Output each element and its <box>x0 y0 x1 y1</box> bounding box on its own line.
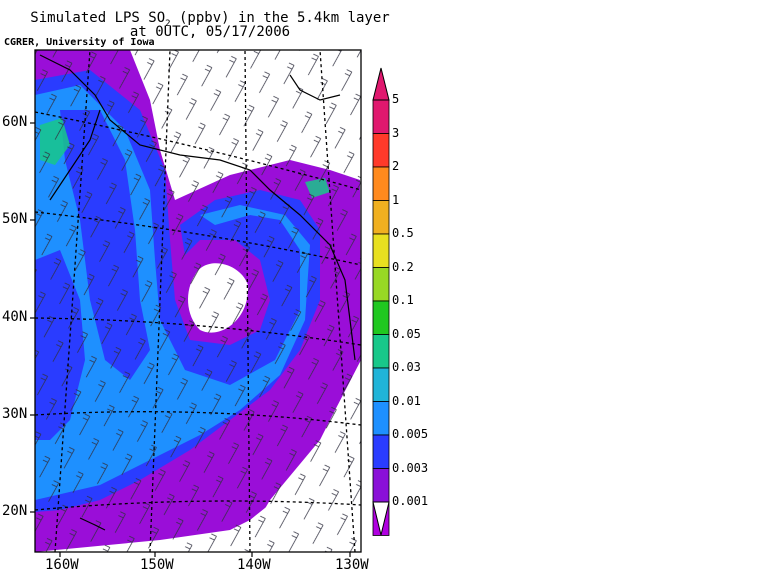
lon-label-150w: 150W <box>140 557 174 573</box>
colorbar-cell <box>372 367 390 402</box>
colorbar-level-label: 0.5 <box>392 226 414 240</box>
lon-label-130w: 130W <box>335 557 369 573</box>
colorbar-cell <box>372 434 390 469</box>
colorbar-cell <box>372 99 390 134</box>
map-subtitle: at 0UTC, 05/17/2006 <box>129 24 291 40</box>
title-prefix: Simulated LPS SO <box>30 10 166 26</box>
lon-label-140w: 140W <box>237 557 271 573</box>
colorbar-level-label: 3 <box>392 125 400 140</box>
colorbar-cell <box>372 334 390 369</box>
colorbar-level-label: 2 <box>392 159 400 173</box>
colorbar-top-arrow <box>372 67 390 101</box>
colorbar-cell <box>372 401 390 436</box>
lon-label-160w: 160W <box>45 557 79 573</box>
colorbar-cell <box>372 300 390 335</box>
colorbar-level-label: 0.01 <box>392 393 421 408</box>
colorbar-level-label: 0.05 <box>392 326 421 341</box>
lat-label-20n: 20N <box>2 503 28 519</box>
colorbar-level-label: 5 <box>392 92 400 106</box>
colorbar-level-label: 0.001 <box>392 494 429 508</box>
title-suffix: (ppbv) in the 5.4km layer <box>170 10 390 26</box>
lat-label-60n: 60N <box>2 114 28 130</box>
title-subscript: 2 <box>165 18 171 29</box>
map-title: Simulated LPS SO2 (ppbv) in the 5.4km la… <box>0 10 420 32</box>
map-frame <box>34 49 362 553</box>
lat-label-40n: 40N <box>2 309 28 325</box>
credit-label: CGRER, University of Iowa <box>4 37 155 48</box>
colorbar-level-label: 0.03 <box>392 360 421 374</box>
colorbar-cell <box>372 133 390 168</box>
lat-label-50n: 50N <box>2 211 28 227</box>
colorbar-level-label: 0.005 <box>392 427 429 441</box>
colorbar-level-label: 0.003 <box>392 460 429 475</box>
colorbar-cell <box>372 166 390 201</box>
so2-field <box>35 50 361 552</box>
colorbar-cell <box>372 233 390 268</box>
colorbar-bottom-arrow <box>372 501 390 536</box>
colorbar-cell <box>372 200 390 235</box>
colorbar-level-label: 0.2 <box>392 259 414 274</box>
colorbar-cell <box>372 468 390 503</box>
colorbar-cell <box>372 267 390 302</box>
colorbar-level-label: 1 <box>392 192 400 207</box>
lat-label-30n: 30N <box>2 406 28 422</box>
colorbar-level-label: 0.1 <box>392 293 414 307</box>
